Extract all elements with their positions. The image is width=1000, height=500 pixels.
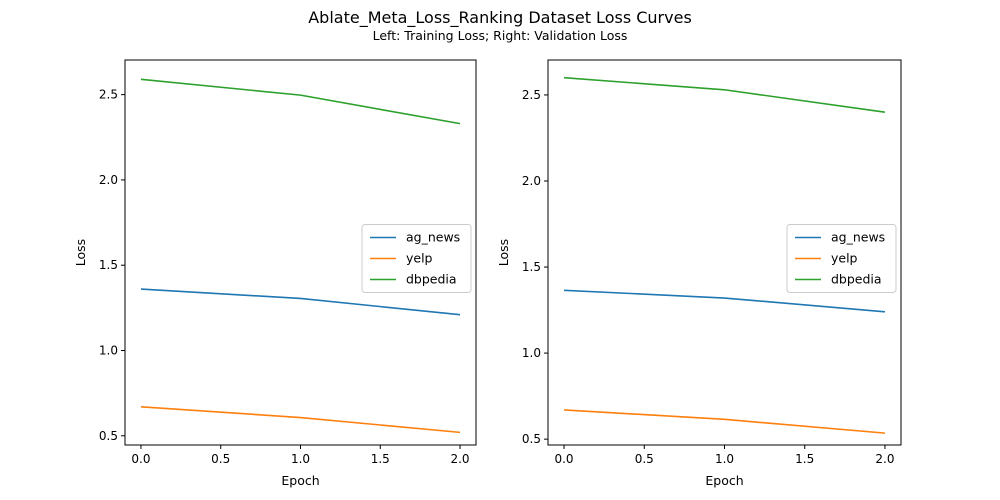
- chart-train-ytick-label-2: 1.5: [99, 258, 118, 272]
- chart-val-ytick-label-4: 2.5: [522, 88, 541, 102]
- chart-val-ylabel: Loss: [496, 239, 511, 266]
- chart-train-line-ag_news: [140, 288, 461, 316]
- chart-val-xtick-label-2: 1.0: [715, 452, 734, 466]
- chart-val-xtick-label-0: 0.0: [554, 452, 573, 466]
- chart-val-ytick-label-0: 0.5: [522, 432, 541, 446]
- chart-val-xtick-label-3: 1.5: [795, 452, 814, 466]
- chart-train-ytick-label-4: 2.5: [99, 88, 118, 102]
- figure-title: Ablate_Meta_Loss_Ranking Dataset Loss Cu…: [308, 8, 692, 27]
- chart-val-line-yelp: [564, 409, 886, 434]
- chart-val: 0.0 0.5 1.0 1.5 2.0 0.5 1.0 1.5 2.0 2.5 Epoch Loss a…: [496, 59, 902, 488]
- chart-train-line-yelp: [140, 405, 461, 434]
- chart-train-legend-box: [361, 224, 472, 293]
- chart-train-legend-label-ag_news: ag_news: [406, 230, 460, 245]
- chart-val-line-dbpedia: [563, 76, 886, 113]
- chart-train-xtick-label-2: 1.0: [291, 452, 310, 466]
- chart-train-ylabel: Loss: [73, 239, 88, 266]
- chart-train-xlabel: Epoch: [281, 473, 319, 488]
- chart-val-xtick-label-4: 2.0: [875, 452, 894, 466]
- chart-val-ytick-label-2: 1.5: [522, 260, 541, 274]
- chart-val-xlabel: Epoch: [705, 473, 743, 488]
- chart-train-xtick-label-4: 2.0: [450, 452, 469, 466]
- chart-train: 0.0 0.5 1.0 1.5 2.0 0.5 1.0 1.5 2.0 2.5 Epoch Loss a…: [73, 59, 477, 488]
- chart-train-xtick-label-3: 1.5: [371, 452, 390, 466]
- chart-val-legend-label-yelp: yelp: [831, 251, 858, 266]
- chart-train-xtick-label-1: 0.5: [211, 452, 230, 466]
- chart-train-line-dbpedia: [140, 78, 461, 125]
- chart-train-legend-label-yelp: yelp: [406, 251, 433, 266]
- chart-train-ytick-label-3: 2.0: [99, 173, 118, 187]
- chart-train-ytick-label-0: 0.5: [99, 429, 118, 443]
- chart-val-xtick-label-1: 0.5: [635, 452, 654, 466]
- chart-train-legend-label-dbpedia: dbpedia: [406, 272, 457, 287]
- figure-subtitle: Left: Training Loss; Right: Validation L…: [372, 28, 628, 43]
- chart-val-legend-label-ag_news: ag_news: [831, 230, 885, 245]
- chart-val-legend-label-dbpedia: dbpedia: [831, 272, 882, 287]
- chart-val-line-ag_news: [564, 289, 886, 313]
- chart-train-ytick-label-1: 1.0: [99, 343, 118, 357]
- chart-val-legend-box: [786, 224, 897, 293]
- chart-val-ytick-label-1: 1.0: [522, 346, 541, 360]
- chart-train-xtick-label-0: 0.0: [131, 452, 150, 466]
- chart-val-ytick-label-3: 2.0: [522, 174, 541, 188]
